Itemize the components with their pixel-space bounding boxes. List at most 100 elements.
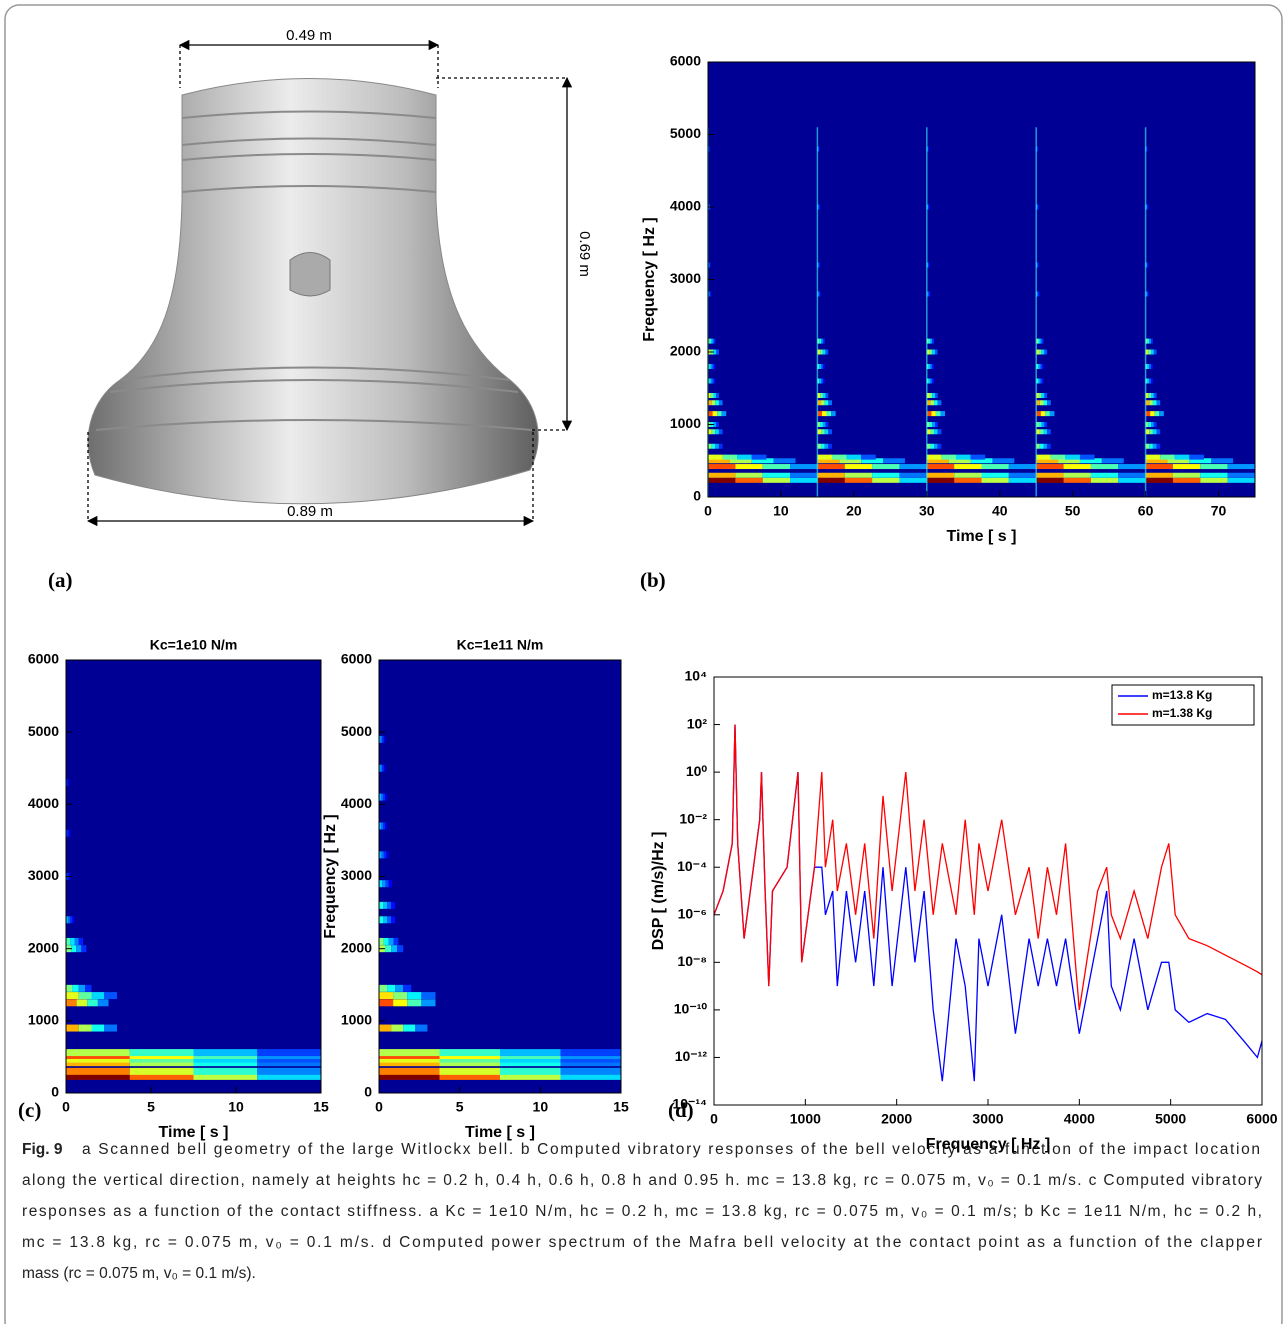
spectrogram-band: [1038, 291, 1039, 297]
spectrogram-band: [821, 378, 823, 384]
spectrogram-band: [383, 822, 386, 830]
spectrogram-band: [500, 1072, 561, 1080]
y-axis-label: Frequency [ Hz ]: [322, 814, 339, 938]
spectrogram-band: [379, 764, 381, 772]
spectrogram-band: [821, 411, 827, 417]
spectrogram-band: [383, 916, 388, 924]
spectrogram-band: [1008, 472, 1037, 478]
spectrogram-band: [1147, 378, 1150, 384]
spectrogram-band: [709, 338, 712, 344]
spectrogram-band: [928, 378, 931, 384]
spectrogram-band: [1047, 429, 1051, 435]
chart-title: Kc=1e11 N/m: [457, 637, 544, 653]
spectrogram-band: [928, 364, 931, 369]
spectrogram-band: [1047, 443, 1051, 449]
spectrogram-band: [981, 477, 1009, 483]
x-tick-label: 4000: [1064, 1111, 1095, 1127]
spectrogram-band: [711, 400, 716, 406]
spectrogram-band: [74, 937, 79, 945]
spectrogram-band: [379, 992, 394, 1000]
y-tick-label: 4000: [341, 795, 372, 811]
spectrogram-band: [729, 458, 752, 464]
spectrogram-band: [932, 364, 935, 369]
spectrogram-band: [1079, 458, 1102, 464]
x-tick-label: 15: [313, 1099, 329, 1115]
spectrogram-band: [379, 735, 381, 743]
spectrogram-band: [1147, 146, 1148, 152]
spectrogram-band: [70, 937, 75, 945]
spectrogram-band: [1149, 429, 1153, 435]
spectrogram-band: [927, 204, 929, 210]
spectrogram-band: [718, 400, 723, 406]
chart: 0 5 10 15 0 1000 2000 3000 4000 5000 6000 Time [ s …: [18, 637, 329, 1142]
spectrogram-band: [954, 477, 982, 483]
x-tick-label: 5: [147, 1099, 155, 1115]
spectrogram-band: [1036, 262, 1038, 268]
spectrogram-band: [926, 422, 930, 427]
spectrogram-band: [817, 411, 822, 417]
spectrogram-band: [932, 378, 935, 384]
spectrogram-band: [383, 735, 386, 743]
spectrogram-band: [385, 793, 388, 801]
spectrogram-band: [193, 1049, 258, 1057]
spectrogram-band: [560, 1072, 621, 1080]
spectrogram-band: [1039, 378, 1042, 384]
spectrogram-band: [981, 472, 1009, 478]
spectrogram-band: [560, 1059, 621, 1067]
spectrogram-band: [1044, 393, 1048, 398]
spectrogram-band: [1151, 393, 1154, 398]
spectrogram-band: [500, 1059, 561, 1067]
spectrogram-band: [1043, 443, 1048, 449]
dimension-lines: [86, 39, 573, 527]
y-tick-label: 0: [51, 1084, 59, 1100]
spectrogram-band: [872, 477, 900, 483]
spectrogram-band: [1149, 443, 1153, 449]
spectrogram-band: [257, 1072, 321, 1080]
spectrogram-band: [928, 338, 931, 344]
dimension-label: 0.69 m: [576, 231, 593, 277]
spectrogram-band: [929, 349, 933, 355]
spectrogram-band: [992, 458, 1015, 464]
spectrogram-band: [1156, 400, 1161, 406]
spectrogram-band: [379, 880, 383, 888]
spectrogram-band: [393, 937, 399, 945]
spectrogram-band: [721, 411, 727, 417]
spectrogram-band: [817, 338, 820, 344]
spectrogram-band: [751, 454, 767, 460]
x-tick-label: 50: [1065, 503, 1081, 519]
spectrogram-band: [929, 422, 933, 427]
spectrogram-band: [711, 443, 716, 449]
spectrogram-band: [1227, 472, 1255, 478]
x-tick-label: 10: [228, 1099, 244, 1115]
spectrogram-band: [257, 1049, 321, 1057]
spectrogram-band: [1152, 443, 1157, 449]
spectrogram-band: [500, 1067, 561, 1075]
spectrogram-band: [91, 992, 105, 1000]
spectrogram-band: [1065, 454, 1080, 460]
spectrogram-band: [710, 291, 712, 297]
spectrogram-band: [379, 822, 382, 830]
spectrogram-band: [820, 422, 823, 427]
spectrogram-band: [927, 146, 928, 152]
spectrogram-band: [1036, 472, 1064, 478]
spectrogram-band: [926, 338, 929, 344]
spectrogram-band: [928, 262, 930, 268]
panel-label: (b): [640, 568, 666, 592]
spectrogram-band: [439, 1072, 500, 1080]
spectrogram-band: [1145, 472, 1173, 478]
chart: m=13.8 Kg m=1.38 Kg 0 1000 2000 3000 4000 5000 6…: [650, 668, 1278, 1154]
spectrogram-band: [1036, 349, 1039, 355]
spectrogram-band: [713, 422, 717, 427]
spectrogram-band: [1147, 204, 1149, 210]
spectrogram-band: [970, 458, 993, 464]
spectrogram-band: [379, 1072, 440, 1080]
spectrogram-band: [713, 349, 717, 355]
spectrogram-band: [381, 822, 384, 830]
spectrogram-band: [819, 146, 820, 152]
spectrogram-band: [1036, 464, 1064, 470]
spectrogram-band: [193, 1059, 258, 1067]
chart-title: Kc=1e10 N/m: [150, 637, 238, 653]
y-tick-label: 10⁻⁸: [677, 953, 707, 969]
spectrogram-band: [382, 764, 384, 772]
spectrogram-band: [822, 364, 825, 369]
